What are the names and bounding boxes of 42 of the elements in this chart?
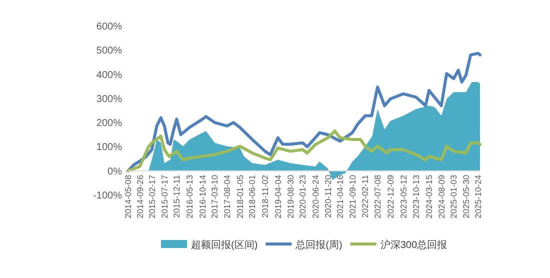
legend-label: 总回报(周) [294,239,342,251]
legend-label: 沪深300总回报 [380,239,448,251]
x-tick-label: 2025-05-30 [460,174,471,218]
y-tick-label: -100% [93,190,122,202]
x-tick-label: 2015-07-17 [159,174,170,218]
line-series [126,52,482,172]
y-tick-label: 200% [96,118,122,130]
x-tick-label: 2022-02-11 [360,174,370,218]
x-tick-label: 2015-12-11 [172,174,182,218]
x-tick-label: 2019-08-30 [285,174,296,218]
x-tick-label: 2025-10-24 [473,174,484,218]
x-tick-label: 2017-03-10 [210,174,220,218]
x-tick-label: 2018-06-01 [247,174,258,218]
x-tick-label: 2023-05-12 [398,174,408,218]
y-tick-label: 600% [96,22,122,32]
y-tick-label: 500% [96,46,122,57]
x-tick-label: 2017-08-04 [222,174,232,218]
y-tick-label: 400% [96,70,122,81]
x-tick-label: 2020-11-20 [322,174,333,218]
x-tick-label: 2019-04-04 [272,174,283,218]
x-tick-label: 2020-01-23 [297,174,308,218]
x-tick-label: 2018-01-05 [234,174,245,218]
x-tick-label: 2015-02-17 [146,174,157,218]
x-tick-label: 2025-01-03 [448,174,459,218]
line-series [126,130,482,172]
y-tick-label: 300% [96,94,122,105]
x-tick-label: 2024-03-15 [424,174,434,218]
x-tick-label: 2016-05-13 [184,174,195,218]
x-tick-label: 2021-04-16 [335,174,346,218]
x-tick-label: 2022-12-09 [385,174,396,218]
legend-label: 超额回报(区间) [190,239,258,251]
x-tick-label: 2021-09-10 [347,174,358,218]
x-tick-label: 2020-06-24 [310,174,320,218]
x-tick-label: 2024-08-09 [436,174,446,218]
x-tick-label: 2022-07-08 [372,174,383,218]
x-tick-label: 2014-09-26 [134,174,145,218]
y-tick-label: 0% [108,166,122,178]
y-tick-label: 100% [96,142,122,154]
x-tick-label: 2014-05-08 [123,174,133,218]
x-tick-label: 2023-10-13 [411,174,422,218]
x-tick-label: 2018-11-02 [260,174,270,218]
x-tick-label: 2016-10-14 [197,174,208,218]
